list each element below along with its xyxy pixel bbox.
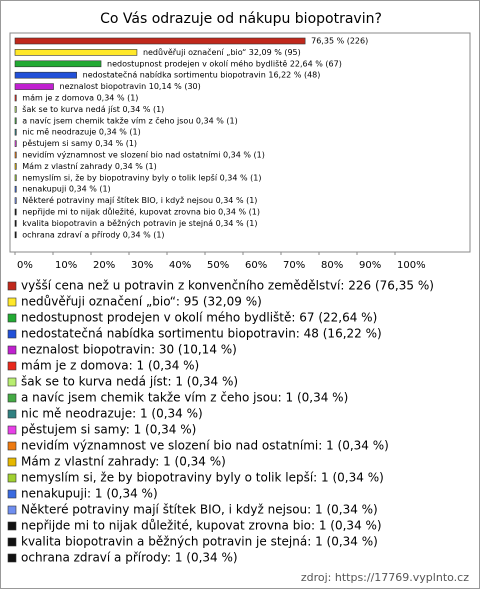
x-tick-label: 70% [283,260,305,271]
legend-swatch [7,521,17,531]
bar [14,140,17,147]
bar-label: nedůvěřuji označení „bio“ 32,09 % (95) [143,47,301,57]
legend-label: mám je z domova: 1 (0,34 %) [21,359,199,373]
bar-label: nevidím významnost ve slození bio nad os… [22,151,265,160]
legend-swatch [7,537,17,547]
plot-frame [9,32,471,253]
bar-label: Některé potraviny mají štítek BIO, i kdy… [22,195,257,205]
legend-label: Mám z vlastní zahrady: 1 (0,34 %) [21,455,226,469]
bar-label: a navíc jsem chemik takže vím z čeho jso… [22,115,237,125]
legend-swatch [7,505,17,515]
legend-swatch [7,425,17,435]
bar [14,220,17,227]
legend-swatch [7,377,17,387]
bar [14,174,17,182]
legend-label: nepřijde mi to nijak důležité, kupovat z… [21,519,382,533]
source: zdroj: https://17769.vyplnto.cz [301,571,469,584]
x-tick-label: 30% [131,260,153,271]
legend-label: ochrana zdraví a přírody: 1 (0,34 %) [21,551,238,565]
x-tick-label: 80% [321,260,343,271]
legend-swatch [7,313,17,323]
x-tick-label: 40% [169,260,191,271]
legend-label: nic mě neodrazuje: 1 (0,34 %) [21,407,203,421]
bar [14,231,17,239]
chart-title: Co Vás odrazuje od nákupu biopotravin? [100,11,382,27]
x-tick-label: 20% [93,260,115,271]
bar [14,60,102,68]
bar-label: nedostupnost prodejen v okolí mého bydli… [107,58,342,68]
bar-label: nepřijde mi to nijak důležité, kupovat z… [22,207,260,217]
x-tick-label: 60% [245,260,267,271]
legend-label: nedostupnost prodejen v okolí mého bydli… [21,311,377,325]
x-tick-label: 10% [55,260,77,271]
legend-swatch [7,489,17,499]
legend-swatch [7,329,17,339]
legend-label: nenakupuji: 1 (0,34 %) [21,487,158,501]
bar [14,83,54,90]
legend-label: nemyslím si, že by biopotraviny byly o t… [21,471,384,485]
bar [14,117,17,125]
bar [14,94,17,102]
bar [14,71,77,79]
bar [14,208,17,216]
bar [14,49,138,56]
legend-label: vyšší cena než u potravin z konvenčního … [21,279,434,293]
legend-label: nedůvěřuji označení „bio“: 95 (32,09 %) [21,295,262,309]
legend-label: kvalita biopotravin a běžných potravin j… [21,535,378,549]
legend-swatch [7,361,17,371]
legend-label: a navíc jsem chemik takže vím z čeho jso… [21,391,348,405]
bar [14,151,17,159]
bar-label: 76,35 % (226) [311,37,368,46]
bar [14,106,17,113]
bar-label: Mám z vlastní zahrady 0,34 % (1) [22,162,156,171]
x-tick-label: 0% [17,260,33,271]
legend-label: šak se to kurva nedá jíst: 1 (0,34 %) [21,375,238,389]
legend-swatch [7,553,17,563]
bar-label: neznalost biopotravin 10,14 % (30) [60,82,201,91]
bar-label: kvalita biopotravin a běžných potravin j… [22,219,257,228]
legend-label: pěstujem si samy: 1 (0,34 %) [21,423,196,437]
x-tick-label: 90% [359,260,381,271]
bar-label: šak se to kurva nedá jíst 0,34 % (1) [22,104,164,114]
bar [14,185,17,193]
legend-swatch [7,473,17,483]
legend-swatch [7,345,17,355]
legend-swatch [7,297,17,307]
bar-label: nemyslím si, že by biopotraviny byly o t… [22,172,261,182]
legend-swatch [7,441,17,451]
bar [14,128,17,136]
bar-label: mám je z domova 0,34 % (1) [22,94,138,103]
bar [14,163,17,170]
legend-swatch [7,281,17,291]
legend-label: Některé potraviny mají štítek BIO, i kdy… [21,503,378,517]
x-tick-label: 100% [397,260,426,271]
bar-label: nenakupuji 0,34 % (1) [22,185,110,194]
bar-label: nedostatečná nabídka sortimentu biopotra… [83,70,321,80]
legend-swatch [7,409,17,419]
bar-label: ochrana zdraví a přírody 0,34 % (1) [22,230,164,239]
bar [14,197,17,204]
bar [14,37,306,45]
legend-swatch [7,457,17,467]
legend-label: neznalost biopotravin: 30 (10,14 %) [21,343,237,357]
legend-label: nedostatečná nabídka sortimentu biopotra… [21,327,382,341]
bar-label: pěstujem si samy 0,34 % (1) [22,139,137,148]
legend-swatch [7,393,17,403]
bar-label: nic mě neodrazuje 0,34 % (1) [22,128,140,137]
x-tick-label: 50% [207,260,229,271]
legend-label: nevidím významnost ve slození bio nad os… [21,439,389,453]
